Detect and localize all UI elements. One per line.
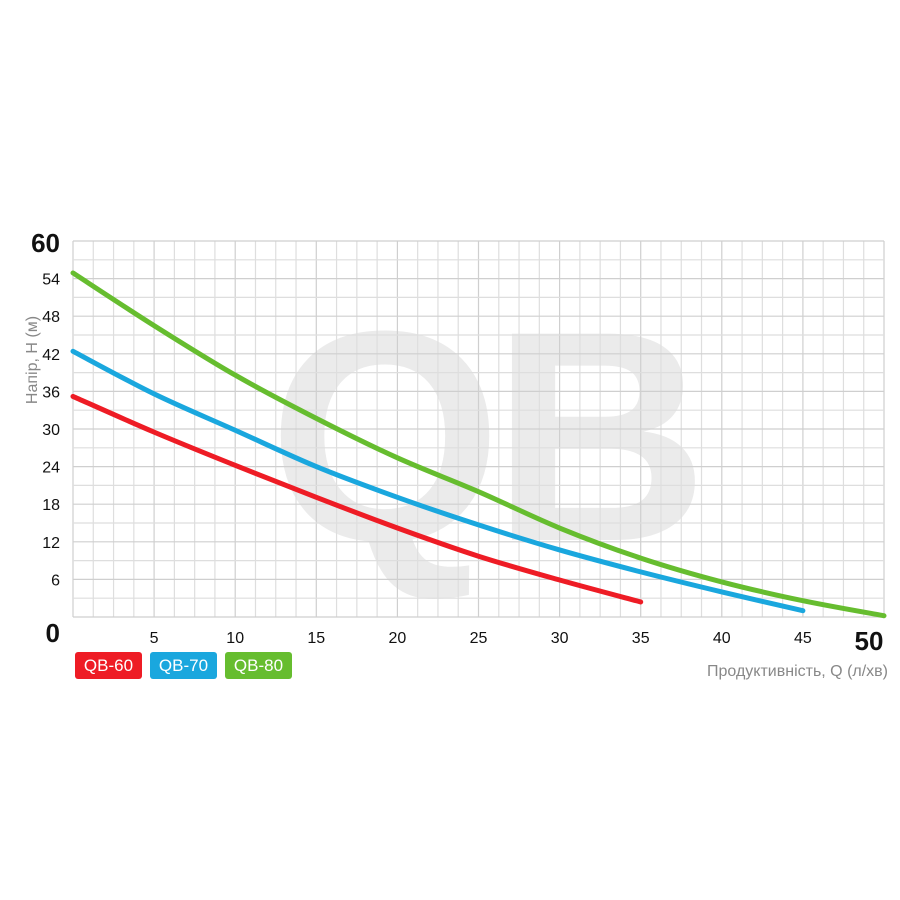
y-tick-label: 12	[42, 535, 60, 552]
x-axis-label: Продуктивність, Q (л/хв)	[707, 663, 888, 680]
x-tick-label: 25	[470, 630, 488, 647]
legend-qb-60: QB-60	[75, 652, 142, 679]
watermark: QB	[269, 268, 699, 604]
legend: QB-60 QB-70 QB-80	[75, 652, 292, 679]
series-line-qb-60	[70, 393, 644, 605]
legend-qb-70: QB-70	[150, 652, 217, 679]
y-tick-label: 36	[42, 384, 60, 401]
y-tick-label: 18	[42, 497, 60, 514]
x-tick-label: 30	[551, 630, 569, 647]
x-tick-label: 5	[150, 630, 159, 647]
y-tick-label: 24	[42, 460, 60, 477]
x-tick-label: 45	[794, 630, 812, 647]
y-tick-label: 48	[42, 309, 60, 326]
y-tick-label: 54	[42, 272, 60, 289]
x-tick-label: 40	[713, 630, 731, 647]
y-tick-label: 30	[42, 422, 60, 439]
y-tick-label: 6	[51, 572, 60, 589]
y-tick-label: 60	[31, 228, 60, 258]
series-line-qb-70	[70, 348, 806, 614]
x-tick-label: 50	[855, 626, 884, 656]
legend-qb-80: QB-80	[225, 652, 292, 679]
x-tick-label: 20	[389, 630, 407, 647]
y-axis-label: Напір, H (м)	[24, 316, 41, 404]
x-tick-label: 15	[307, 630, 325, 647]
x-tick-label: 10	[226, 630, 244, 647]
series-line-qb-80	[70, 270, 887, 619]
x-tick-label: 35	[632, 630, 650, 647]
y-tick-label: 42	[42, 347, 60, 364]
y-tick-label: 0	[46, 618, 60, 648]
